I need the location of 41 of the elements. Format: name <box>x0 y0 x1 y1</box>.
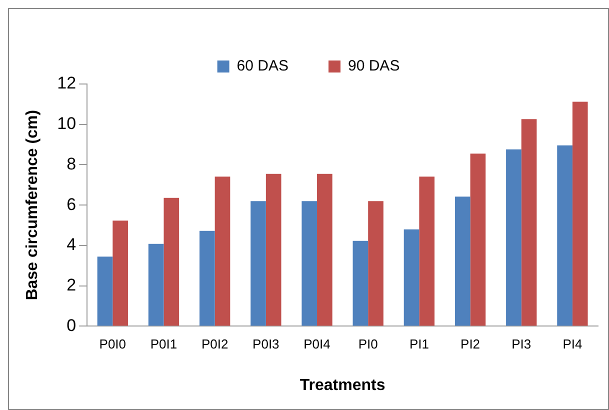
y-tick-label: 0 <box>66 316 76 335</box>
bar <box>506 149 522 326</box>
x-tick-label: P0I0 <box>99 336 126 352</box>
y-axis-title: Base circumference (cm) <box>24 110 42 300</box>
y-tick-label: 10 <box>57 114 76 134</box>
bar <box>317 174 332 326</box>
bar <box>214 176 230 326</box>
x-tick-label: PI2 <box>460 336 480 352</box>
bar <box>454 196 470 326</box>
legend-label: 60 DAS <box>236 58 289 75</box>
legend-label: 90 DAS <box>348 58 400 75</box>
x-tick-label: PI1 <box>409 336 429 352</box>
y-tick-label: 8 <box>66 154 76 174</box>
bar <box>148 244 164 326</box>
y-tick-label: 2 <box>66 276 76 295</box>
bar <box>557 145 572 326</box>
x-tick-label: PI0 <box>358 336 378 352</box>
x-tick-label: PI4 <box>562 336 582 352</box>
y-tick-label: 12 <box>57 74 76 93</box>
bar <box>266 174 282 326</box>
bar <box>112 220 128 326</box>
bar <box>521 119 537 326</box>
bar <box>572 102 588 326</box>
bar <box>97 256 113 326</box>
x-axis-title: Treatments <box>300 376 386 394</box>
y-tick-label: 6 <box>66 194 76 214</box>
bar <box>352 240 368 326</box>
bar <box>164 198 180 326</box>
x-tick-label: PI3 <box>512 336 532 352</box>
bar <box>470 154 486 326</box>
y-tick-label: 4 <box>66 235 76 254</box>
x-tick-label: P0I2 <box>201 336 228 352</box>
bar <box>368 201 384 326</box>
bar <box>200 230 215 326</box>
bar <box>302 201 318 326</box>
x-tick-label: P0I4 <box>304 336 330 352</box>
x-tick-label: P0I1 <box>150 336 178 352</box>
bar <box>404 229 420 326</box>
bar <box>419 176 435 326</box>
bar <box>250 201 266 326</box>
x-tick-label: P0I3 <box>252 336 280 352</box>
